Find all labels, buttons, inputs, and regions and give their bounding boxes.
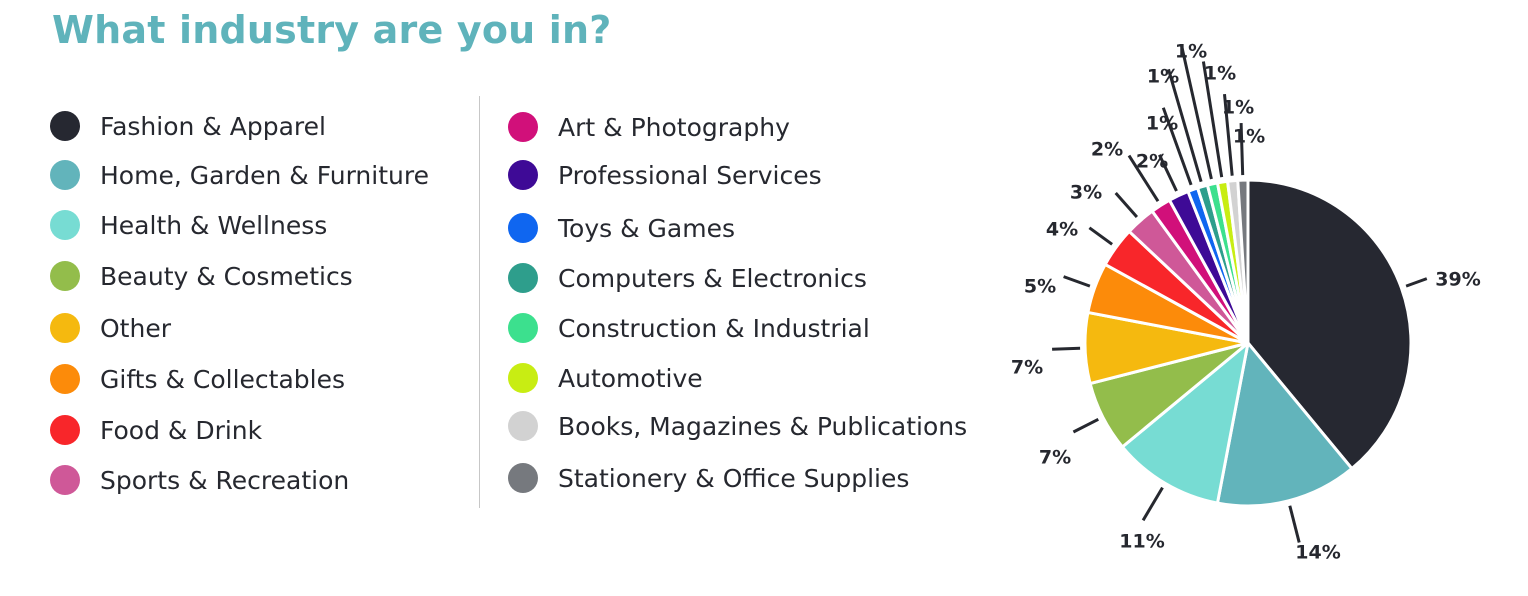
legend-swatch bbox=[508, 213, 538, 243]
legend-label: Stationery & Office Supplies bbox=[558, 463, 910, 493]
legend-swatch bbox=[50, 111, 80, 141]
legend-item: Home, Garden & Furniture bbox=[50, 155, 429, 195]
leader-line bbox=[1114, 192, 1139, 218]
data-label: 4% bbox=[1046, 219, 1078, 241]
leader-line bbox=[1161, 107, 1193, 186]
legend-label: Health & Wellness bbox=[100, 210, 328, 240]
leader-line bbox=[1223, 93, 1234, 176]
pie-slice bbox=[1215, 341, 1354, 508]
legend-swatch bbox=[50, 210, 80, 240]
legend-label: Gifts & Collectables bbox=[100, 364, 346, 394]
data-label: 3% bbox=[1070, 182, 1102, 204]
legend-label: Other bbox=[100, 313, 171, 343]
legend-swatch bbox=[508, 263, 538, 293]
leader-line bbox=[1141, 486, 1164, 522]
legend-swatch bbox=[508, 463, 538, 493]
leader-line bbox=[1167, 68, 1203, 183]
legend-swatch bbox=[50, 465, 80, 495]
leader-line bbox=[1052, 346, 1081, 351]
legend-label: Construction & Industrial bbox=[558, 313, 870, 343]
legend-item: Art & Photography bbox=[508, 107, 790, 147]
legend-label: Beauty & Cosmetics bbox=[100, 261, 353, 291]
legend-swatch bbox=[50, 313, 80, 343]
data-label: 1% bbox=[1222, 97, 1254, 119]
data-label: 39% bbox=[1435, 269, 1480, 291]
legend-swatch bbox=[50, 160, 80, 190]
data-label: 7% bbox=[1011, 357, 1043, 379]
data-label: 1% bbox=[1233, 126, 1265, 148]
legend-label: Fashion & Apparel bbox=[100, 111, 326, 141]
legend-label: Computers & Electronics bbox=[558, 263, 867, 293]
legend-label: Sports & Recreation bbox=[100, 465, 350, 495]
pie-slice bbox=[1236, 178, 1250, 345]
data-label: 5% bbox=[1024, 276, 1056, 298]
legend-label: Food & Drink bbox=[100, 415, 263, 445]
data-label: 1% bbox=[1204, 63, 1236, 85]
legend-item: Stationery & Office Supplies bbox=[508, 458, 909, 498]
legend-item: Computers & Electronics bbox=[508, 258, 867, 298]
legend-item: Beauty & Cosmetics bbox=[50, 256, 353, 296]
leader-line bbox=[1063, 275, 1091, 288]
legend-label: Home, Garden & Furniture bbox=[100, 160, 429, 190]
leader-line bbox=[1180, 44, 1213, 180]
legend-item: Gifts & Collectables bbox=[50, 359, 345, 399]
legend-item: Professional Services bbox=[508, 155, 822, 195]
legend-label: Toys & Games bbox=[558, 213, 735, 243]
legend-label: Professional Services bbox=[558, 160, 822, 190]
chart-title: What industry are you in? bbox=[52, 8, 612, 52]
data-label: 2% bbox=[1091, 139, 1123, 161]
data-label: 14% bbox=[1295, 542, 1340, 564]
leader-line bbox=[1072, 417, 1099, 434]
leader-line bbox=[1405, 277, 1428, 288]
legend-divider bbox=[479, 96, 480, 508]
pie-slices bbox=[1083, 178, 1413, 508]
legend-swatch bbox=[508, 160, 538, 190]
legend-swatch bbox=[50, 261, 80, 291]
data-label: 11% bbox=[1119, 531, 1164, 553]
data-label: 1% bbox=[1146, 113, 1178, 135]
leader-line bbox=[1127, 154, 1160, 203]
legend-item: Toys & Games bbox=[508, 208, 735, 248]
legend-swatch bbox=[508, 411, 538, 441]
legend-swatch bbox=[50, 364, 80, 394]
data-label: 1% bbox=[1147, 66, 1179, 88]
legend-item: Other bbox=[50, 308, 171, 348]
leader-line bbox=[1201, 61, 1224, 178]
legend-swatch bbox=[508, 363, 538, 393]
pie-slice bbox=[1120, 341, 1250, 505]
legend-label: Books, Magazines & Publications bbox=[558, 411, 968, 441]
leader-line bbox=[1158, 154, 1178, 192]
legend-item: Automotive bbox=[508, 358, 703, 398]
legend-swatch bbox=[508, 313, 538, 343]
data-label: 1% bbox=[1175, 41, 1207, 63]
pie-slice bbox=[1246, 178, 1413, 471]
legend-item: Construction & Industrial bbox=[508, 308, 870, 348]
legend-swatch bbox=[508, 112, 538, 142]
legend-swatch bbox=[50, 415, 80, 445]
legend-item: Fashion & Apparel bbox=[50, 106, 326, 146]
legend-label: Automotive bbox=[558, 363, 703, 393]
legend-label: Art & Photography bbox=[558, 112, 790, 142]
legend-item: Food & Drink bbox=[50, 410, 262, 450]
legend-item: Health & Wellness bbox=[50, 205, 327, 245]
pie-labels: 39%14%11%7%7%5%4%3%2%2%1%1%1%1%1%1% bbox=[1011, 41, 1481, 564]
leader-line bbox=[1239, 123, 1245, 176]
leader-line bbox=[1288, 505, 1301, 543]
leader-line bbox=[1088, 226, 1113, 246]
legend-item: Books, Magazines & Publications bbox=[508, 406, 967, 446]
data-label: 7% bbox=[1039, 447, 1071, 469]
data-label: 2% bbox=[1136, 151, 1168, 173]
legend-item: Sports & Recreation bbox=[50, 460, 349, 500]
